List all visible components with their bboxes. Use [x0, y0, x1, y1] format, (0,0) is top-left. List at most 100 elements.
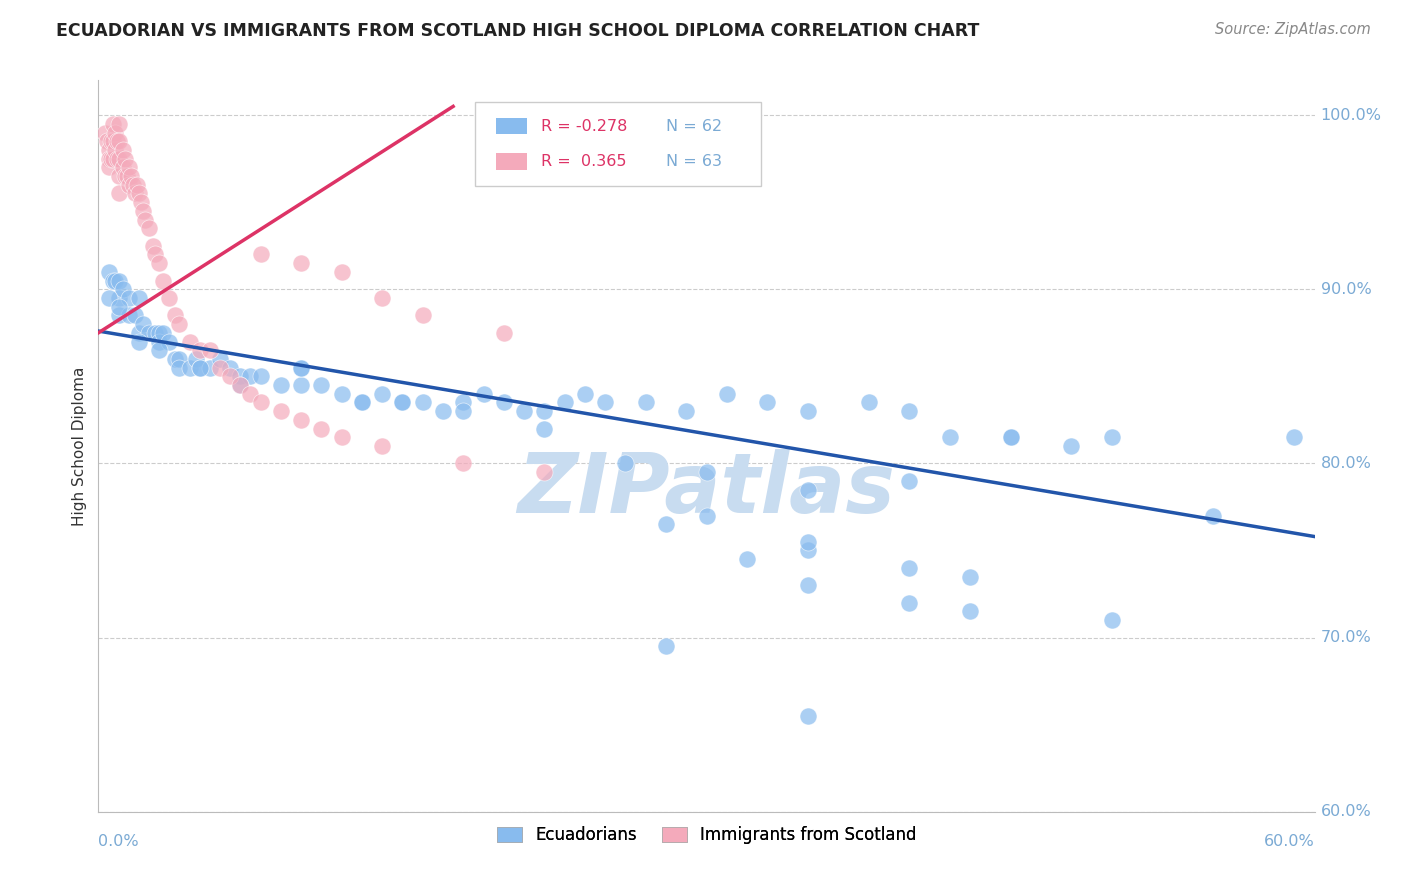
Point [716, 386, 738, 401]
Text: N = 63: N = 63 [666, 154, 723, 169]
Point [898, 404, 921, 418]
Point [128, 186, 150, 201]
Point [371, 291, 394, 305]
Point [122, 178, 145, 192]
Point [229, 378, 252, 392]
Point [148, 326, 170, 340]
Point [391, 395, 413, 409]
Point [152, 274, 174, 288]
Point [125, 178, 148, 192]
Point [107, 186, 129, 201]
Point [97, 152, 120, 166]
Point [165, 351, 187, 366]
Point [634, 395, 657, 409]
Point [655, 640, 678, 654]
Point [453, 404, 475, 418]
Y-axis label: High School Diploma: High School Diploma [72, 367, 87, 525]
Point [169, 317, 191, 331]
Point [157, 334, 180, 349]
Point [105, 152, 128, 166]
Point [391, 395, 413, 409]
Point [97, 161, 120, 175]
Point [114, 169, 136, 183]
Point [492, 395, 515, 409]
Point [107, 117, 129, 131]
Point [107, 169, 129, 183]
Point [128, 326, 150, 340]
Text: R = -0.278: R = -0.278 [541, 119, 627, 134]
Point [239, 369, 262, 384]
Point [93, 126, 115, 140]
Point [107, 152, 129, 166]
Point [229, 369, 252, 384]
Point [898, 561, 921, 575]
Point [111, 282, 134, 296]
Point [188, 360, 211, 375]
Point [290, 378, 312, 392]
Point [453, 457, 475, 471]
Point [696, 508, 718, 523]
Point [107, 309, 129, 323]
Point [114, 152, 136, 166]
Point [290, 413, 312, 427]
Point [184, 351, 207, 366]
Point [132, 203, 155, 218]
Text: ECUADORIAN VS IMMIGRANTS FROM SCOTLAND HIGH SCHOOL DIPLOMA CORRELATION CHART: ECUADORIAN VS IMMIGRANTS FROM SCOTLAND H… [56, 22, 980, 40]
Point [330, 386, 353, 401]
Point [249, 395, 271, 409]
Point [101, 152, 124, 166]
Point [675, 404, 697, 418]
Text: 90.0%: 90.0% [1320, 282, 1371, 297]
Point [797, 578, 820, 592]
FancyBboxPatch shape [496, 119, 526, 135]
Point [290, 360, 312, 375]
Point [169, 351, 191, 366]
Point [219, 369, 242, 384]
Point [858, 395, 880, 409]
Point [118, 178, 141, 192]
Point [97, 291, 120, 305]
Point [1000, 430, 1022, 444]
Point [157, 291, 180, 305]
Point [128, 291, 150, 305]
Point [104, 126, 127, 140]
Point [105, 134, 128, 148]
Point [797, 404, 820, 418]
Point [188, 360, 211, 375]
Point [574, 386, 596, 401]
FancyBboxPatch shape [475, 103, 761, 186]
Point [797, 709, 820, 723]
Point [138, 326, 160, 340]
Point [898, 596, 921, 610]
Point [104, 143, 127, 157]
Point [554, 395, 576, 409]
Point [270, 404, 292, 418]
Point [152, 326, 174, 340]
Point [101, 134, 124, 148]
Point [593, 395, 616, 409]
Point [330, 265, 353, 279]
Point [898, 474, 921, 488]
Point [939, 430, 962, 444]
Point [371, 386, 394, 401]
Point [209, 360, 232, 375]
Point [97, 143, 120, 157]
Point [100, 152, 122, 166]
Point [513, 404, 536, 418]
Point [311, 378, 333, 392]
FancyBboxPatch shape [496, 153, 526, 169]
Point [134, 212, 156, 227]
Point [143, 326, 166, 340]
Point [188, 343, 211, 358]
Text: 80.0%: 80.0% [1320, 456, 1372, 471]
Text: ZIPatlas: ZIPatlas [517, 450, 896, 531]
Point [198, 360, 221, 375]
Point [290, 256, 312, 270]
Point [101, 274, 124, 288]
Point [120, 169, 142, 183]
Point [1060, 439, 1083, 453]
Point [533, 465, 555, 479]
Point [533, 421, 555, 435]
Point [97, 265, 120, 279]
Point [111, 143, 134, 157]
